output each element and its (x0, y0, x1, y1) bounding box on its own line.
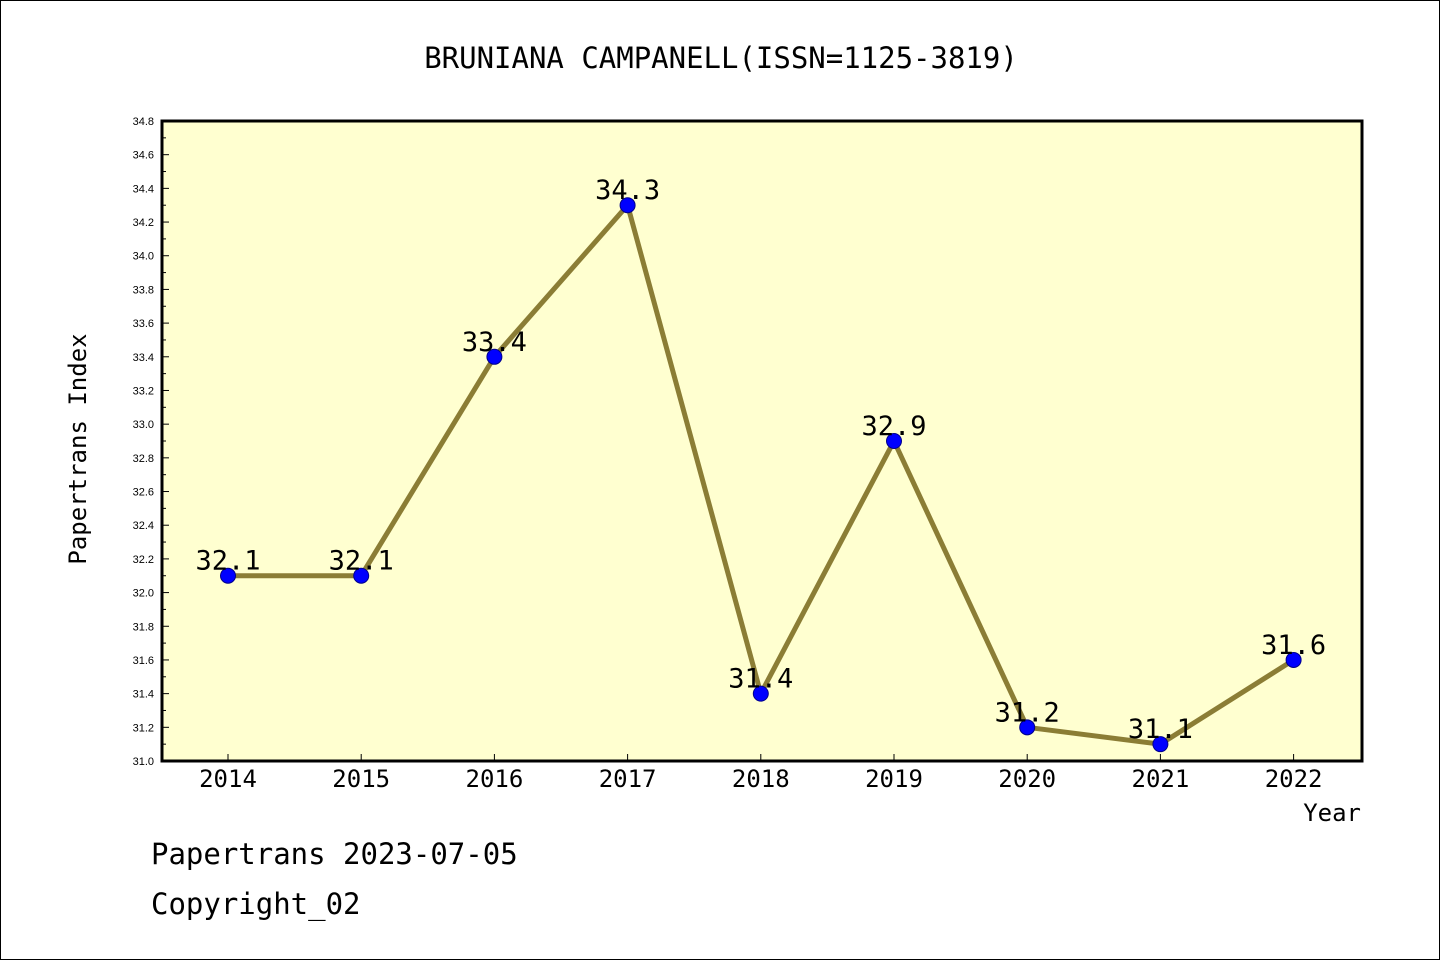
source-date-text: Papertrans 2023-07-05 (151, 837, 518, 871)
x-tick-label: 2014 (199, 765, 257, 793)
data-point (1019, 719, 1036, 736)
chart-title: BRUNIANA CAMPANELL(ISSN=1125-3819) (424, 41, 1018, 75)
y-tick-label: 31.6 (133, 655, 154, 667)
copyright-text: Copyright_02 (151, 887, 361, 921)
y-tick-label: 32.0 (133, 588, 154, 600)
y-tick-label: 33.4 (133, 352, 154, 364)
y-axis-label: Papertrans Index (64, 333, 92, 564)
x-tick-label: 2017 (599, 765, 657, 793)
data-label: 32.1 (195, 546, 260, 577)
y-tick-label: 31.2 (133, 722, 154, 734)
x-tick-label: 2020 (998, 765, 1056, 793)
y-tick-label: 32.8 (133, 453, 154, 465)
y-tick-label: 34.0 (133, 251, 154, 263)
y-tick-label: 32.4 (133, 520, 154, 532)
data-point (220, 567, 236, 584)
y-tick-label: 34.2 (133, 217, 154, 229)
data-label: 31.4 (728, 664, 793, 695)
y-tick-label: 34.4 (133, 183, 154, 195)
y-tick-label: 33.0 (133, 419, 154, 431)
y-tick-label: 31.0 (133, 756, 154, 768)
data-point (886, 433, 902, 449)
data-label: 32.1 (329, 546, 394, 577)
y-tick-label: 33.2 (133, 385, 154, 397)
y-tick-label: 32.6 (133, 487, 154, 499)
y-tick-label: 33.8 (133, 284, 154, 296)
x-tick-label: 2015 (332, 765, 390, 793)
y-tick-label: 32.2 (133, 554, 154, 566)
x-tick-label: 2022 (1265, 765, 1323, 793)
x-tick-label: 2021 (1132, 765, 1190, 793)
data-label: 33.4 (462, 327, 527, 358)
data-point (1152, 736, 1169, 753)
x-axis-label: Year (1303, 799, 1361, 827)
data-label: 32.9 (861, 411, 926, 442)
y-axis: 31.0 31.2 31.4 31.6 31.8 32.0 32.2 32.4 32.6 32.8… (133, 116, 169, 768)
data-label: 34.3 (595, 175, 660, 206)
data-point (353, 567, 370, 584)
y-tick-label: 33.6 (133, 318, 154, 330)
y-tick-label: 31.4 (133, 689, 154, 701)
series-line-group: 32.1 32.1 33.4 34.3 31.4 32.9 31.2 31.1 31.6 (195, 175, 1326, 753)
data-label: 31.2 (995, 697, 1060, 728)
plot-area (160, 119, 1364, 763)
data-label: 31.6 (1261, 630, 1326, 661)
data-point (1285, 651, 1302, 668)
x-tick-label: 2018 (732, 765, 790, 793)
data-label: 31.1 (1128, 714, 1193, 745)
data-point (619, 197, 636, 214)
x-axis: 2014 2015 2016 2017 2018 2019 2020 2021 2022 (199, 754, 1322, 793)
y-tick-label: 34.8 (133, 116, 154, 128)
data-point (486, 348, 503, 365)
data-point (752, 685, 769, 702)
x-tick-label: 2019 (865, 765, 923, 793)
y-tick-label: 31.8 (133, 621, 154, 633)
x-tick-label: 2016 (466, 765, 524, 793)
y-tick-label: 34.6 (133, 150, 154, 162)
